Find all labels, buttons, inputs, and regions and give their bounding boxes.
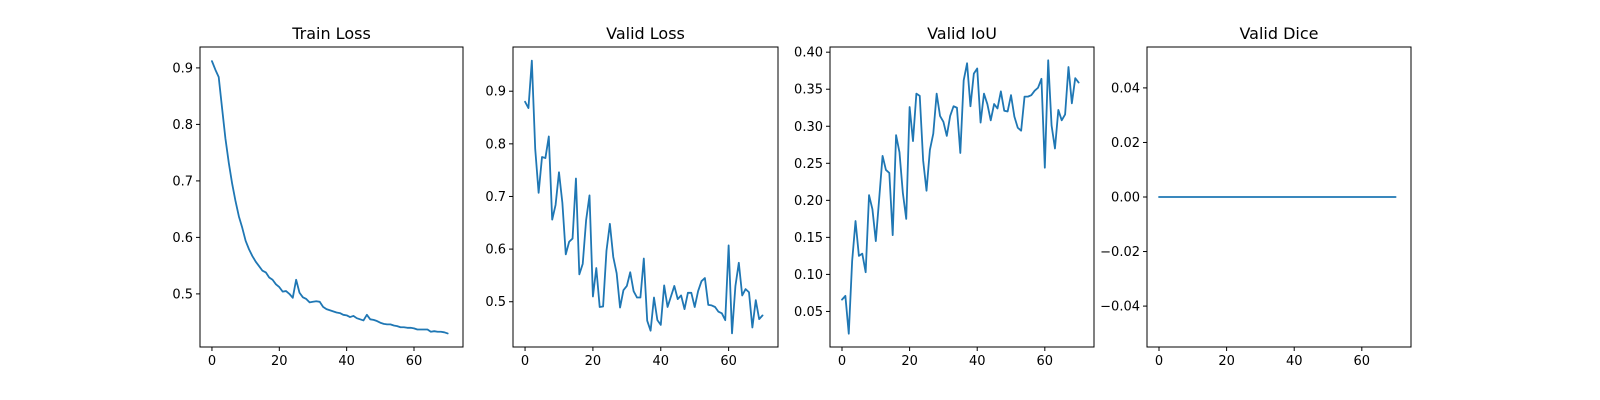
train-loss-series-line — [211, 60, 449, 335]
valid-dice-y-tick-label: 0.02 — [1111, 136, 1140, 151]
valid-dice-y-tick-label: 0.00 — [1111, 191, 1140, 206]
valid-iou-y-tick-label: 0.40 — [794, 46, 823, 61]
valid-dice-panel: Valid Dice 0 20 40 60 −0.04 −0.02 0.00 0.02 0.04 — [1100, 24, 1412, 369]
valid-loss-x-tick-label: 20 — [585, 354, 602, 369]
train-loss-y-tick-label: 0.5 — [172, 287, 193, 302]
valid-loss-y-tick-label: 0.6 — [485, 243, 506, 258]
valid-iou-x-tick-label: 20 — [901, 354, 918, 369]
valid-iou-y-tick-label: 0.35 — [794, 83, 823, 98]
valid-dice-y-tick-label: −0.04 — [1100, 300, 1140, 315]
valid-loss-x-tick-label: 40 — [652, 354, 669, 369]
valid-loss-y-tick-label: 0.5 — [485, 295, 506, 310]
valid-iou-panel: Valid IoU 0 20 40 60 0.05 0.10 0.15 0.20 0.25 0.30… — [794, 24, 1095, 369]
valid-loss-y-tick-label: 0.9 — [485, 85, 506, 100]
train-loss-axes-frame — [199, 46, 464, 348]
train-loss-panel: Train Loss 0 20 40 60 0.5 0.6 0.7 0.8 0.9 — [172, 24, 464, 369]
valid-iou-series-line — [841, 59, 1080, 335]
valid-loss-y-tick-label: 0.7 — [485, 190, 506, 205]
valid-loss-panel: Valid Loss 0 20 40 60 0.5 0.6 0.7 0.8 0.9 — [485, 24, 779, 369]
valid-dice-title: Valid Dice — [1239, 24, 1318, 43]
valid-iou-title: Valid IoU — [927, 24, 997, 43]
valid-dice-x-tick-label: 20 — [1218, 354, 1235, 369]
valid-iou-y-tick-label: 0.05 — [794, 305, 823, 320]
valid-iou-x-tick-label: 0 — [838, 354, 846, 369]
valid-iou-y-tick-label: 0.10 — [794, 268, 823, 283]
train-loss-x-tick-label: 20 — [271, 354, 288, 369]
valid-iou-x-tick-label: 60 — [1037, 354, 1054, 369]
valid-loss-x-tick-label: 0 — [521, 354, 529, 369]
valid-dice-y-tick-label: −0.02 — [1100, 245, 1140, 260]
train-loss-y-tick-label: 0.7 — [172, 174, 193, 189]
valid-dice-x-tick-label: 40 — [1286, 354, 1303, 369]
valid-dice-x-tick-label: 60 — [1354, 354, 1371, 369]
valid-dice-y-tick-label: 0.04 — [1111, 81, 1140, 96]
valid-iou-y-tick-label: 0.15 — [794, 231, 823, 246]
valid-loss-title: Valid Loss — [606, 24, 685, 43]
train-loss-x-tick-label: 40 — [338, 354, 355, 369]
valid-iou-y-tick-label: 0.25 — [794, 157, 823, 172]
train-loss-y-tick-label: 0.8 — [172, 118, 193, 133]
valid-iou-y-tick-label: 0.30 — [794, 120, 823, 135]
valid-loss-axes-frame — [512, 46, 779, 348]
valid-loss-series-line — [524, 59, 764, 335]
train-loss-y-tick-label: 0.6 — [172, 231, 193, 246]
valid-loss-y-tick-label: 0.8 — [485, 137, 506, 152]
train-loss-y-tick-label: 0.9 — [172, 61, 193, 76]
train-loss-x-tick-label: 60 — [406, 354, 423, 369]
train-loss-title: Train Loss — [291, 24, 371, 43]
valid-iou-x-tick-label: 40 — [969, 354, 986, 369]
valid-dice-x-tick-label: 0 — [1155, 354, 1163, 369]
valid-iou-axes-frame — [829, 46, 1095, 348]
valid-iou-y-tick-label: 0.20 — [794, 194, 823, 209]
valid-loss-x-tick-label: 60 — [720, 354, 737, 369]
train-loss-x-tick-label: 0 — [208, 354, 216, 369]
